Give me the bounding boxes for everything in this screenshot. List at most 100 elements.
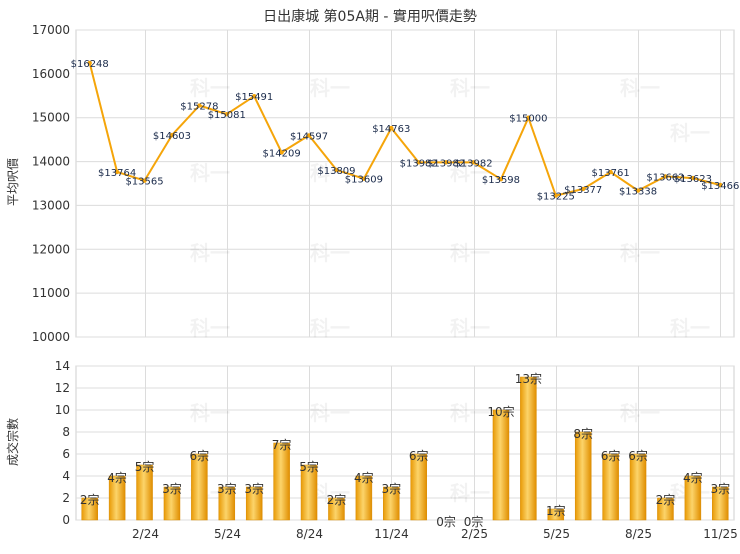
count-bar — [520, 376, 537, 521]
count-data-label: 2宗 — [327, 492, 347, 507]
count-data-label: 6宗 — [628, 448, 648, 463]
bar-chart-x-tick-label: 8/24 — [296, 527, 323, 541]
count-data-label: 3宗 — [244, 481, 264, 496]
count-data-label: 6宗 — [190, 448, 210, 463]
price-data-label: $14209 — [263, 148, 301, 159]
count-bar — [355, 475, 373, 521]
count-bar — [574, 431, 592, 521]
price-data-label: $13809 — [317, 166, 355, 177]
bar-chart-y-tick-label: 6 — [62, 447, 70, 461]
count-data-label: 10宗 — [487, 404, 514, 419]
bar-plot-area — [75, 365, 735, 521]
chart-title: 日出康城 第05A期 - 實用呎價走勢 — [263, 8, 477, 25]
line-chart-y-tick-label: 13000 — [32, 198, 70, 212]
line-chart-y-tick-label: 12000 — [32, 242, 70, 256]
price-data-label: $15000 — [509, 114, 547, 125]
price-point — [635, 188, 641, 193]
watermark-logo: 科一 — [310, 76, 350, 100]
count-data-label: 0宗 — [464, 514, 484, 529]
bar-chart-y-tick-label: 14 — [55, 359, 70, 373]
count-bar — [657, 497, 674, 521]
price-point — [87, 60, 92, 66]
count-bar — [300, 464, 318, 521]
line-chart-y-tick-label: 11000 — [32, 286, 70, 300]
price-data-label: $16248 — [71, 59, 109, 70]
price-point — [306, 133, 312, 138]
line-chart-y-axis-label: 平均呎價 — [6, 158, 20, 206]
price-point — [443, 160, 449, 165]
count-data-label: 8宗 — [573, 426, 593, 441]
count-data-label: 2宗 — [80, 492, 100, 507]
count-bar — [383, 486, 400, 521]
watermark-logo: 科一 — [190, 241, 230, 265]
count-data-label: 6宗 — [409, 448, 429, 463]
watermark-logo: 科一 — [670, 316, 710, 340]
bar-chart-x-tick-label: 5/24 — [214, 527, 241, 541]
line-chart-y-tick-label: 14000 — [32, 155, 70, 169]
price-data-label: $13466 — [701, 181, 739, 192]
watermark-logo: 科一 — [620, 241, 660, 265]
count-bar — [712, 486, 729, 521]
watermark-logo: 科一 — [190, 401, 230, 425]
watermark-logo: 科一 — [450, 401, 490, 425]
price-line-series — [88, 62, 721, 197]
price-data-label: $15491 — [235, 92, 273, 103]
line-chart-y-tick-label: 16000 — [32, 67, 70, 81]
bar-chart-y-axis-label: 成交宗數 — [5, 418, 20, 466]
bar-chart-x-tick-label: 11/25 — [703, 527, 738, 541]
bar-chart-x-tick-label: 2/24 — [132, 527, 159, 541]
price-point — [663, 174, 668, 179]
price-data-label: $15081 — [208, 110, 246, 121]
price-point — [252, 93, 257, 99]
count-data-label: 3宗 — [710, 481, 730, 496]
price-data-label: $13609 — [345, 175, 383, 186]
watermark-logo: 科一 — [450, 481, 490, 505]
watermark-logo: 科一 — [620, 76, 660, 100]
count-data-label: 2宗 — [656, 492, 676, 507]
bar-chart-y-tick-label: 8 — [62, 425, 70, 439]
count-bar — [410, 453, 427, 521]
price-data-label: $13565 — [125, 177, 163, 188]
price-point — [361, 176, 367, 181]
count-data-label: 5宗 — [299, 459, 319, 474]
count-bar — [108, 475, 126, 521]
price-data-label: $13982 — [400, 158, 438, 169]
price-data-label: $13982 — [427, 158, 465, 169]
watermark-logo: 科一 — [450, 241, 490, 265]
count-bar — [328, 497, 345, 521]
count-data-label: 0宗 — [436, 514, 456, 529]
count-bar — [218, 486, 236, 521]
price-data-label: $13377 — [564, 185, 602, 196]
price-data-label: $14603 — [153, 131, 191, 142]
line-chart-y-tick-label: 10000 — [32, 330, 70, 344]
count-bar — [684, 475, 702, 521]
watermark-logo: 科一 — [670, 121, 710, 145]
bar-chart-y-tick-label: 10 — [55, 403, 70, 417]
price-data-label: $13623 — [674, 174, 712, 185]
price-point — [608, 169, 613, 175]
price-point — [334, 167, 339, 173]
count-bar — [191, 453, 208, 521]
watermark-logo: 科一 — [450, 76, 490, 100]
price-data-label: $13598 — [482, 175, 520, 186]
price-point — [416, 160, 421, 165]
count-bar — [136, 464, 153, 521]
watermark-logo: 科一 — [190, 161, 230, 185]
count-data-label: 13宗 — [515, 371, 542, 386]
count-bar — [492, 409, 510, 521]
price-point — [718, 182, 723, 188]
line-plot-area — [75, 29, 735, 338]
bar-chart-x-tick-label: 2/25 — [461, 527, 488, 541]
watermark-logo: 科一 — [310, 241, 350, 265]
count-bar — [81, 497, 98, 521]
bar-chart-x-tick-label: 11/24 — [374, 527, 409, 541]
price-data-label: $13662 — [646, 172, 684, 183]
price-data-label: $13225 — [537, 192, 575, 203]
watermark-logo: 科一 — [310, 401, 350, 425]
watermark-logo: 科一 — [310, 316, 350, 340]
price-point — [553, 193, 558, 198]
watermark-logo: 科一 — [190, 76, 230, 100]
count-data-label: 3宗 — [217, 481, 237, 496]
bar-chart-y-tick-label: 0 — [62, 513, 70, 527]
